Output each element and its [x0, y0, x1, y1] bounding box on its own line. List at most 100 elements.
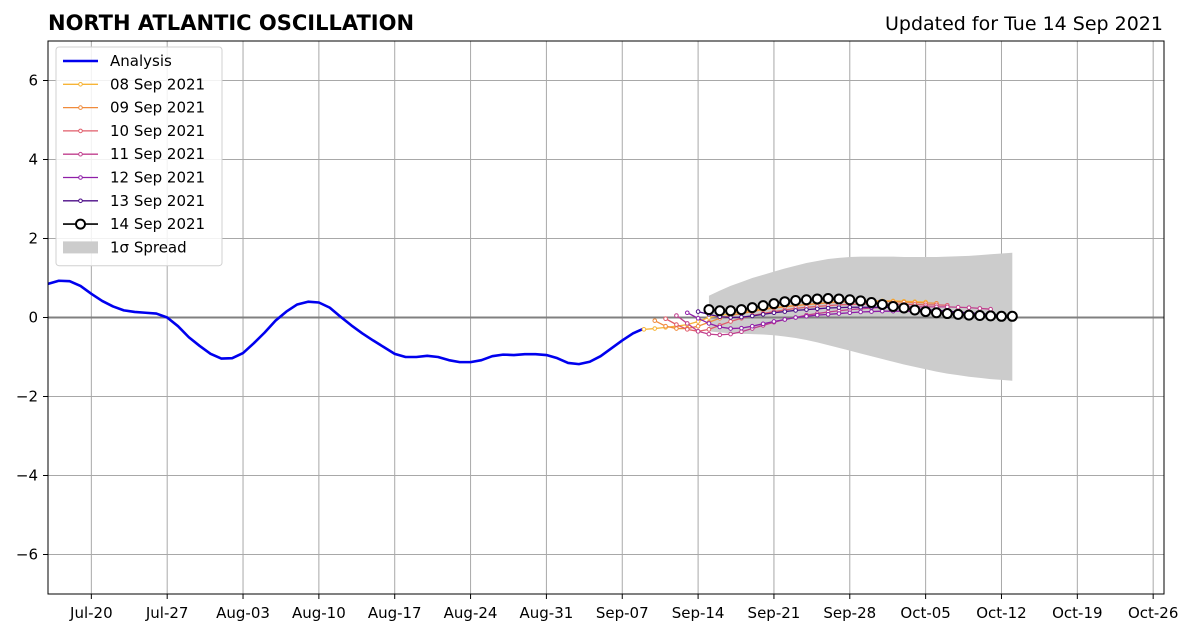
y-tick-label: −6 — [16, 546, 38, 564]
forecast-point — [728, 319, 733, 324]
x-tick-label: Aug-24 — [444, 604, 498, 622]
forecast-point — [847, 310, 853, 316]
forecast-point — [684, 327, 690, 332]
forecast-point — [674, 322, 679, 327]
forecast-point-circle — [800, 294, 812, 306]
legend-entry: 12 Sep 2021 — [63, 169, 205, 187]
legend-entry: 11 Sep 2021 — [63, 145, 205, 163]
legend-marker — [78, 151, 83, 157]
forecast-point — [836, 305, 842, 310]
forecast-point — [836, 311, 842, 316]
x-tick-label: Oct-19 — [1052, 604, 1102, 622]
legend-label: Analysis — [110, 52, 172, 70]
forecast-point-circle — [941, 308, 953, 320]
forecast-point — [652, 318, 658, 323]
chart-title: NORTH ATLANTIC OSCILLATION — [48, 11, 414, 35]
forecast-point-circle — [952, 308, 964, 320]
forecast-point-circle — [887, 300, 899, 312]
legend-swatch — [63, 241, 98, 254]
forecast-point-circle — [974, 310, 986, 322]
forecast-point — [663, 323, 668, 329]
legend-entry: 13 Sep 2021 — [63, 192, 205, 210]
forecast-point-circle — [779, 296, 791, 308]
forecast-point — [814, 306, 820, 312]
legend-entry: 09 Sep 2021 — [63, 99, 205, 117]
forecast-point-circle — [746, 302, 758, 314]
forecast-point — [793, 315, 798, 320]
forecast-point-circle — [844, 294, 856, 306]
forecast-point — [760, 321, 766, 327]
forecast-point — [684, 310, 690, 316]
forecast-point — [695, 309, 701, 314]
forecast-point — [825, 312, 831, 317]
x-tick-label: Aug-03 — [216, 604, 270, 622]
forecast-point — [847, 304, 853, 310]
legend-label: 11 Sep 2021 — [110, 145, 205, 163]
legend-marker — [78, 82, 83, 87]
forecast-point — [706, 331, 712, 337]
forecast-point — [749, 323, 755, 329]
legend-label: 1σ Spread — [110, 238, 187, 256]
forecast-point — [717, 324, 723, 330]
forecast-point — [804, 314, 809, 319]
forecast-point — [706, 327, 712, 332]
forecast-point-circle — [757, 300, 769, 312]
y-tick-label: 6 — [28, 72, 38, 90]
forecast-point — [695, 329, 701, 334]
legend-label: 10 Sep 2021 — [110, 122, 205, 140]
x-tick-label: Oct-05 — [900, 604, 950, 622]
forecast-point — [739, 325, 744, 331]
legend-label: 09 Sep 2021 — [110, 99, 205, 117]
forecast-point-circle — [909, 304, 921, 316]
legend-marker — [75, 218, 86, 230]
forecast-series-7 — [703, 293, 1018, 322]
legend-label: 08 Sep 2021 — [110, 75, 205, 93]
x-tick-label: Sep-28 — [823, 604, 876, 622]
forecast-point — [641, 327, 647, 332]
forecast-point-circle — [865, 296, 877, 308]
legend-entry: Analysis — [63, 52, 172, 70]
series-group — [47, 279, 1018, 366]
forecast-point — [652, 326, 658, 331]
x-tick-label: Jul-20 — [69, 604, 113, 622]
forecast-point — [804, 307, 809, 312]
x-tick-label: Sep-14 — [672, 604, 725, 622]
forecast-point — [695, 315, 701, 321]
forecast-point — [717, 332, 723, 338]
forecast-point-circle — [735, 304, 747, 316]
forecast-point-circle — [703, 304, 715, 316]
legend-entry: 10 Sep 2021 — [63, 122, 205, 140]
forecast-point — [858, 309, 863, 315]
legend-box — [55, 46, 223, 267]
forecast-point — [977, 306, 983, 311]
forecast-point — [814, 312, 820, 318]
forecast-point-circle — [1006, 310, 1018, 322]
legend-marker — [78, 198, 83, 204]
y-tick-label: 4 — [28, 151, 38, 169]
forecast-point — [793, 308, 798, 313]
legend-marker — [78, 128, 83, 134]
x-tick-label: Aug-31 — [520, 604, 574, 622]
forecast-point-circle — [985, 310, 997, 322]
forecast-point — [749, 313, 755, 319]
x-tick-label: Jul-27 — [145, 604, 189, 622]
chart-subtitle: Updated for Tue 14 Sep 2021 — [885, 13, 1163, 35]
legend-entry: 08 Sep 2021 — [63, 75, 205, 93]
forecast-point — [825, 305, 831, 311]
forecast-point-circle — [995, 310, 1007, 322]
forecast-point — [674, 313, 679, 318]
x-tick-label: Oct-12 — [976, 604, 1026, 622]
forecast-point-circle — [790, 295, 802, 307]
forecast-point — [706, 321, 712, 326]
forecast-point — [782, 309, 788, 314]
x-tick-label: Aug-10 — [292, 604, 346, 622]
legend-label: 14 Sep 2021 — [110, 215, 205, 233]
forecast-point-circle — [920, 306, 932, 318]
x-tick-label: Oct-26 — [1128, 604, 1178, 622]
legend: Analysis 08 Sep 2021 09 Sep 2021 10 Sep 202… — [55, 46, 223, 267]
forecast-point — [739, 329, 744, 335]
forecast-point-circle — [930, 307, 942, 319]
forecast-point-circle — [768, 298, 780, 310]
